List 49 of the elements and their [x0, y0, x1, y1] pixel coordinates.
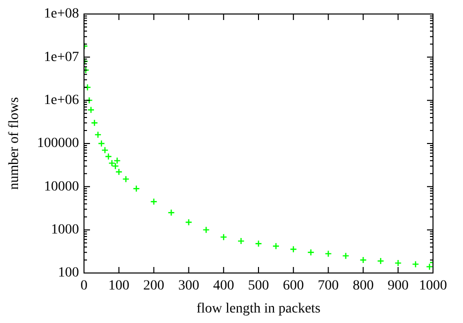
x-tick-label: 1000	[419, 278, 447, 294]
y-tick-label: 1000	[51, 222, 79, 238]
point	[108, 160, 116, 167]
point	[185, 218, 192, 226]
point	[412, 260, 420, 268]
x-tick-label: 500	[248, 278, 269, 294]
y-tick-label: 1e+08	[44, 6, 79, 22]
point	[394, 259, 402, 267]
point	[150, 198, 158, 206]
point	[220, 233, 228, 241]
point	[254, 240, 262, 248]
y-tick-label: 1e+07	[44, 50, 79, 65]
point	[84, 84, 92, 91]
point	[87, 106, 95, 114]
x-tick-label: 800	[352, 278, 374, 294]
point	[342, 252, 350, 260]
x-tick-label: 0	[80, 278, 88, 294]
x-tick-label: 400	[213, 278, 234, 294]
x-axis-title: flow length in packets	[196, 301, 321, 316]
y-tick-label: 100000	[37, 136, 79, 152]
point	[101, 146, 109, 154]
point	[290, 246, 297, 253]
point	[122, 175, 130, 183]
point	[104, 152, 112, 160]
point	[360, 256, 367, 264]
x-tick-label: 300	[178, 278, 200, 294]
point	[98, 140, 106, 148]
point	[90, 119, 98, 127]
point	[86, 96, 93, 104]
x-tick-label: 600	[282, 278, 304, 294]
point	[237, 237, 245, 245]
x-tick-label: 200	[143, 278, 164, 294]
point	[202, 226, 210, 234]
point	[114, 157, 121, 164]
x-tick-label: 700	[318, 278, 339, 294]
y-tick-label: 10000	[44, 179, 79, 194]
point	[377, 257, 384, 265]
y-axis-title: number of flows	[7, 97, 22, 190]
point	[272, 242, 280, 250]
point	[94, 131, 102, 138]
y-tick-label: 100	[58, 266, 79, 281]
point	[307, 248, 314, 256]
point	[426, 263, 433, 270]
y-tick-label: 1e+06	[44, 93, 79, 108]
x-tick-label: 900	[388, 278, 409, 294]
point	[132, 185, 140, 192]
x-tick-label: 100	[108, 278, 130, 294]
point	[168, 209, 175, 216]
point	[324, 250, 332, 258]
